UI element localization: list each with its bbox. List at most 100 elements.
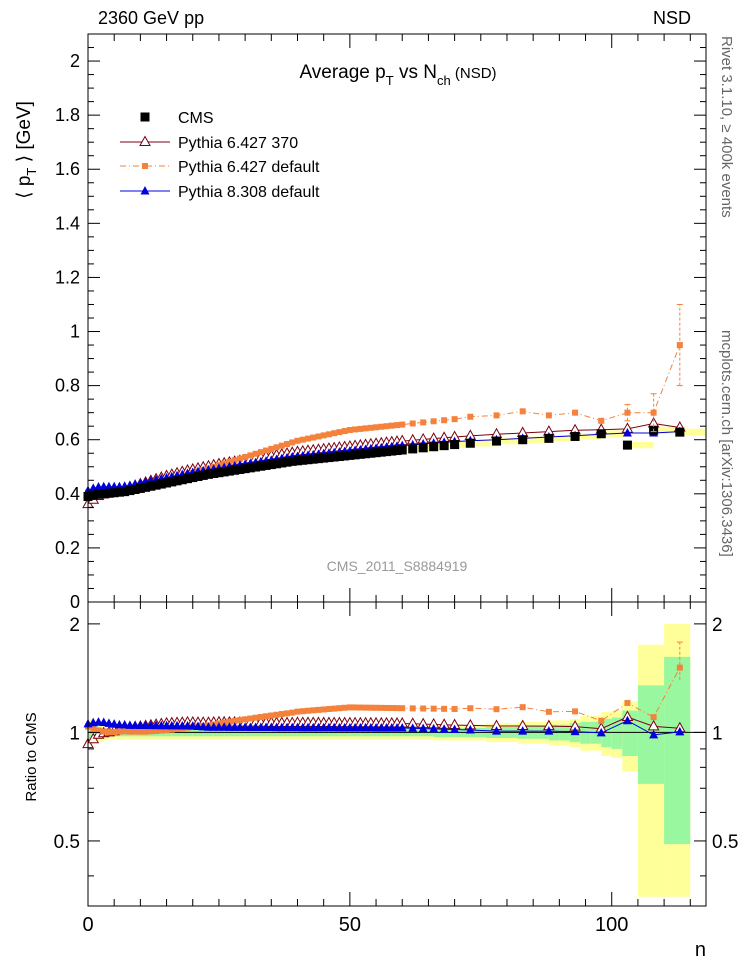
ratio-point <box>430 705 437 712</box>
data-point <box>167 477 177 487</box>
data-point <box>230 465 240 475</box>
data-point <box>183 474 193 484</box>
data-point <box>266 460 276 470</box>
ratio-point <box>409 705 416 712</box>
ratio-y-tick-label: 0.5 <box>54 832 80 853</box>
data-point <box>572 409 579 416</box>
data-point <box>198 470 208 480</box>
ratio-point <box>111 729 118 736</box>
data-point <box>378 423 385 430</box>
ratio-point <box>163 727 170 734</box>
data-point <box>570 431 580 441</box>
data-point <box>450 440 460 450</box>
top-series-layer <box>82 303 686 509</box>
ratio-y-tick-label: 2 <box>69 615 80 636</box>
ratio-point <box>649 729 659 739</box>
ratio-point <box>242 716 249 723</box>
data-point <box>392 446 402 456</box>
main-plot-panel: Average pT vs Nch (NSD) CMS_2011_S888491… <box>14 33 707 612</box>
y-tick-label: 0 <box>70 592 80 612</box>
top-band-outer <box>402 446 413 454</box>
ylabel-sub: T <box>24 168 39 176</box>
legend-marker <box>139 135 151 146</box>
y-tick-label: 0.2 <box>55 538 80 558</box>
data-point <box>598 417 605 424</box>
top-band-outer <box>444 442 455 449</box>
data-point <box>518 435 528 445</box>
data-point <box>257 449 264 456</box>
legend-label: Pythia 8.308 default <box>178 184 320 201</box>
ratio-point <box>147 728 154 735</box>
ratio-point <box>137 728 144 735</box>
ratio-point <box>622 715 632 725</box>
data-point <box>156 479 166 489</box>
data-point <box>675 427 685 437</box>
data-point <box>373 424 380 431</box>
ratio-point <box>289 709 296 716</box>
title-main: Average p <box>299 62 385 83</box>
data-point <box>263 447 270 454</box>
data-point <box>278 442 285 449</box>
top-band-outer <box>412 445 424 452</box>
ratio-point <box>352 704 359 711</box>
top-band-outer <box>423 444 434 451</box>
ratio-point <box>341 704 348 711</box>
data-point <box>622 427 632 437</box>
ratio-point <box>109 719 119 728</box>
ratio-point <box>116 728 123 735</box>
legend-marker <box>140 186 150 195</box>
ratio-point <box>378 704 385 711</box>
ratio-point <box>284 710 291 717</box>
ratio-point <box>467 705 474 712</box>
data-point <box>172 476 182 486</box>
top-band-outer <box>496 437 523 445</box>
data-point <box>247 452 254 459</box>
ratio-point <box>441 705 448 712</box>
data-point <box>429 442 439 452</box>
top-band-outer <box>433 443 445 450</box>
data-point <box>313 454 323 464</box>
ratio-point <box>278 711 285 718</box>
data-point <box>467 413 474 420</box>
data-point <box>341 428 348 435</box>
data-point <box>310 434 317 441</box>
ratio-point <box>598 717 605 724</box>
data-point <box>399 421 406 428</box>
ratio-point <box>226 718 233 725</box>
data-point <box>151 480 161 490</box>
data-point <box>214 468 224 478</box>
data-point <box>622 440 632 450</box>
data-point <box>282 457 292 467</box>
ratio-point <box>362 704 369 711</box>
x-tick-label: 0 <box>82 914 93 936</box>
mcplots-label: mcplots.cern.ch [arXiv:1306.3436] <box>718 330 735 557</box>
ratio-point <box>104 718 114 727</box>
data-point <box>240 464 250 474</box>
ratio-point <box>439 724 449 733</box>
y-tick-label: 1.8 <box>55 105 80 125</box>
data-point <box>650 409 657 416</box>
ratio-point <box>299 708 306 715</box>
ratio-point <box>647 719 660 731</box>
data-point <box>277 458 287 468</box>
y-tick-label: 1.2 <box>55 267 80 287</box>
data-point <box>340 451 350 461</box>
ratio-point <box>572 708 579 715</box>
data-point <box>382 447 392 457</box>
data-point <box>319 453 329 463</box>
ratio-point <box>397 723 407 732</box>
ratio-point <box>518 726 528 735</box>
y-tick-label: 1.6 <box>55 159 80 179</box>
data-point <box>334 451 344 461</box>
ratio-point <box>450 724 460 733</box>
ratio-point <box>624 699 631 706</box>
ylabel-close: ⟩ [GeV] <box>14 101 35 168</box>
ratio-point <box>367 704 374 711</box>
data-point <box>492 436 502 446</box>
data-point <box>352 426 359 433</box>
x-tick-label: 100 <box>595 914 628 936</box>
ratio-axes: 0.5 0.5 1 1 2 2 0 50 100 <box>54 601 738 936</box>
data-point <box>624 409 631 416</box>
data-point <box>284 441 291 448</box>
data-point <box>397 445 407 455</box>
